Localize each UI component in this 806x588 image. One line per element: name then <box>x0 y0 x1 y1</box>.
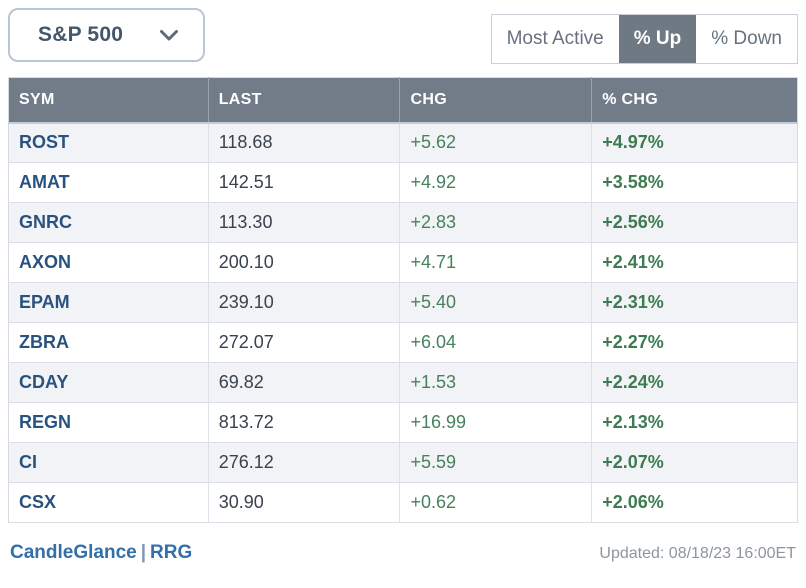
symbol-cell[interactable]: CI <box>8 442 209 483</box>
symbol-cell[interactable]: AMAT <box>8 162 209 203</box>
filter-percent-down-button[interactable]: % Down <box>696 15 797 63</box>
pct-chg-cell: +2.41% <box>591 242 798 283</box>
index-dropdown[interactable]: S&P 500 <box>8 8 205 62</box>
chg-cell: +5.40 <box>399 282 593 323</box>
column-header-last: LAST <box>208 77 401 124</box>
symbol-cell[interactable]: AXON <box>8 242 209 283</box>
table-row: REGN 813.72 +16.99 +2.13% <box>8 402 798 443</box>
chg-cell: +16.99 <box>399 402 593 443</box>
table-row: AXON 200.10 +4.71 +2.41% <box>8 242 798 283</box>
column-header-pct-chg: % CHG <box>591 77 798 124</box>
table-header-row: SYM LAST CHG % CHG <box>8 77 798 124</box>
chg-cell: +4.71 <box>399 242 593 283</box>
candleglance-link[interactable]: CandleGlance <box>10 542 137 563</box>
pct-chg-cell: +2.56% <box>591 202 798 243</box>
table-row: GNRC 113.30 +2.83 +2.56% <box>8 202 798 243</box>
footer-links: CandleGlance | RRG <box>10 542 192 564</box>
top-bar: S&P 500 Most Active % Up % Down <box>0 0 806 64</box>
chg-cell: +5.62 <box>399 122 593 163</box>
chevron-down-icon <box>159 29 179 42</box>
updated-timestamp: Updated: 08/18/23 16:00ET <box>599 545 796 562</box>
pct-chg-cell: +2.07% <box>591 442 798 483</box>
pct-chg-cell: +2.31% <box>591 282 798 323</box>
table-row: CDAY 69.82 +1.53 +2.24% <box>8 362 798 403</box>
table-row: ROST 118.68 +5.62 +4.97% <box>8 122 798 163</box>
last-cell: 239.10 <box>208 282 401 323</box>
last-cell: 118.68 <box>208 122 401 163</box>
index-dropdown-label: S&P 500 <box>38 23 124 46</box>
symbol-cell[interactable]: REGN <box>8 402 209 443</box>
table-row: AMAT 142.51 +4.92 +3.58% <box>8 162 798 203</box>
chg-cell: +2.83 <box>399 202 593 243</box>
footer: CandleGlance | RRG Updated: 08/18/23 16:00… <box>0 523 806 564</box>
symbol-cell[interactable]: CDAY <box>8 362 209 403</box>
last-cell: 69.82 <box>208 362 401 403</box>
chg-cell: +6.04 <box>399 322 593 363</box>
symbol-cell[interactable]: ROST <box>8 122 209 163</box>
last-cell: 276.12 <box>208 442 401 483</box>
filter-button-group: Most Active % Up % Down <box>490 14 798 64</box>
last-cell: 200.10 <box>208 242 401 283</box>
rrg-link[interactable]: RRG <box>150 542 193 563</box>
pct-chg-cell: +2.13% <box>591 402 798 443</box>
table-row: CI 276.12 +5.59 +2.07% <box>8 442 798 483</box>
column-header-sym: SYM <box>8 77 209 124</box>
pct-chg-cell: +4.97% <box>591 122 798 163</box>
pct-chg-cell: +2.06% <box>591 482 798 523</box>
last-cell: 113.30 <box>208 202 401 243</box>
symbol-cell[interactable]: ZBRA <box>8 322 209 363</box>
table-row: ZBRA 272.07 +6.04 +2.27% <box>8 322 798 363</box>
chg-cell: +4.92 <box>399 162 593 203</box>
table-row: EPAM 239.10 +5.40 +2.31% <box>8 282 798 323</box>
pct-chg-cell: +3.58% <box>591 162 798 203</box>
pct-chg-cell: +2.27% <box>591 322 798 363</box>
quotes-table: SYM LAST CHG % CHG ROST 118.68 +5.62 +4.… <box>8 77 798 523</box>
link-separator: | <box>140 542 147 563</box>
last-cell: 30.90 <box>208 482 401 523</box>
filter-percent-up-button[interactable]: % Up <box>618 15 697 63</box>
chg-cell: +0.62 <box>399 482 593 523</box>
filter-most-active-button[interactable]: Most Active <box>491 15 619 63</box>
chg-cell: +1.53 <box>399 362 593 403</box>
column-header-chg: CHG <box>399 77 593 124</box>
pct-chg-cell: +2.24% <box>591 362 798 403</box>
last-cell: 813.72 <box>208 402 401 443</box>
table-row: CSX 30.90 +0.62 +2.06% <box>8 482 798 523</box>
last-cell: 142.51 <box>208 162 401 203</box>
symbol-cell[interactable]: GNRC <box>8 202 209 243</box>
symbol-cell[interactable]: EPAM <box>8 282 209 323</box>
chg-cell: +5.59 <box>399 442 593 483</box>
symbol-cell[interactable]: CSX <box>8 482 209 523</box>
last-cell: 272.07 <box>208 322 401 363</box>
